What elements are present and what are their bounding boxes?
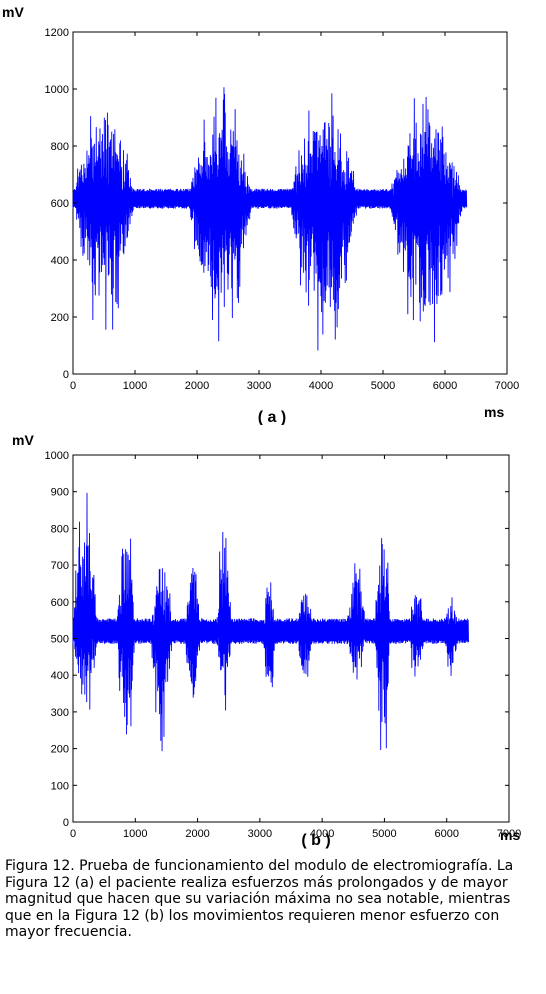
x-tick-label: 0: [70, 828, 76, 840]
x-tick-label: 7000: [497, 828, 521, 840]
x-tick-label: 5000: [371, 380, 395, 392]
x-tick-label: 7000: [495, 380, 519, 392]
y-tick-label: 800: [51, 141, 69, 153]
x-tick-label: 2000: [185, 828, 209, 840]
y-tick-label: 600: [51, 198, 69, 210]
emg-signal-line: [72, 492, 469, 752]
emg-signal-line: [72, 87, 468, 351]
figure-caption: Figura 12. Prueba de funcionamiento del …: [5, 858, 514, 940]
chart-b-ylabel: mV: [12, 432, 34, 448]
y-tick-label: 1000: [45, 84, 69, 96]
x-tick-label: 3000: [248, 828, 272, 840]
chart-b-ticks: 0 1000 2000 3000 4000 5000 6000 7000 0 100 200 300 4…: [45, 450, 522, 840]
x-tick-label: 6000: [433, 380, 457, 392]
x-tick-label: 4000: [309, 380, 333, 392]
y-tick-label: 400: [51, 255, 69, 267]
y-tick-label: 700: [51, 560, 69, 572]
x-tick-label: 3000: [247, 380, 271, 392]
y-tick-label: 500: [51, 634, 69, 646]
y-tick-label: 400: [51, 670, 69, 682]
y-tick-label: 300: [51, 707, 69, 719]
y-tick-label: 900: [51, 487, 69, 499]
chart-b-panel-label: ( b ): [301, 832, 330, 849]
y-tick-label: 1200: [45, 27, 69, 39]
chart-b: mV 0 1000 2000 3000 4000 5000 6000 7000 0 100 200 3…: [12, 432, 522, 849]
y-tick-label: 0: [63, 369, 69, 381]
y-tick-label: 1000: [45, 450, 69, 462]
chart-a-xlabel: ms: [484, 404, 504, 420]
x-tick-label: 6000: [434, 828, 458, 840]
chart-a: mV 0 1000 2000 3000 4000 5000 6000 7000 0 200 400 6…: [2, 4, 520, 425]
x-tick-label: 5000: [372, 828, 396, 840]
chart-a-trace: [72, 87, 468, 351]
x-tick-label: 1000: [123, 380, 147, 392]
y-tick-label: 800: [51, 523, 69, 535]
x-tick-label: 0: [70, 380, 76, 392]
x-tick-label: 4000: [310, 828, 334, 840]
y-tick-label: 200: [51, 744, 69, 756]
y-tick-label: 100: [51, 780, 69, 792]
x-tick-label: 1000: [123, 828, 147, 840]
x-tick-label: 2000: [185, 380, 209, 392]
chart-b-trace: [72, 492, 469, 752]
chart-a-ticks: 0 1000 2000 3000 4000 5000 6000 7000 0 200 400 600 8…: [45, 27, 520, 392]
y-tick-label: 200: [51, 312, 69, 324]
y-tick-label: 600: [51, 597, 69, 609]
chart-a-panel-label: ( a ): [258, 409, 286, 425]
chart-a-ylabel: mV: [2, 4, 24, 20]
chart-b-xlabel: ms: [500, 827, 520, 843]
y-tick-label: 0: [63, 817, 69, 829]
